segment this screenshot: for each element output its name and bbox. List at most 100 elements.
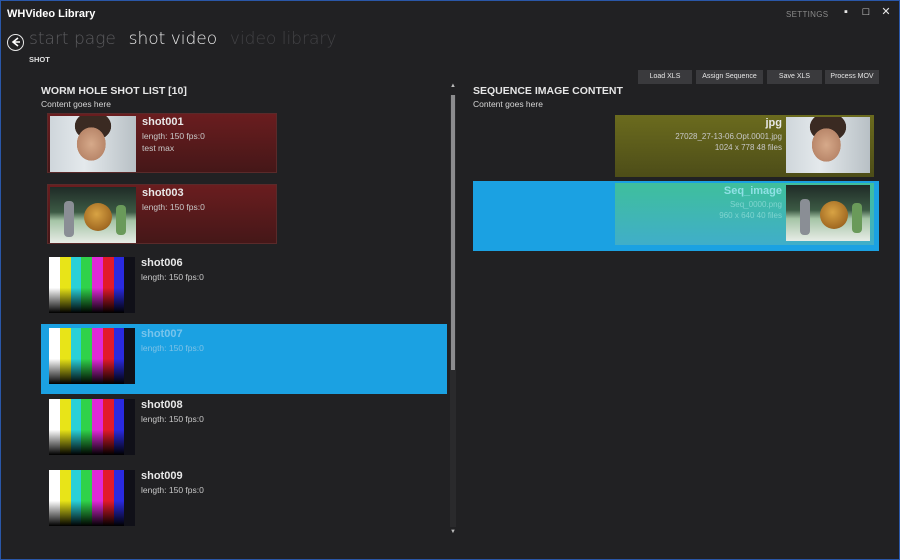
sequence-row[interactable]: jpg 27028_27-13-06.Opt.0001.jpg 1024 x 778… <box>473 113 879 183</box>
sequence-file: 27028_27-13-06.Opt.0001.jpg <box>675 132 782 141</box>
colorbar <box>113 328 125 384</box>
shot-thumbnail <box>49 470 135 526</box>
colorbar <box>124 470 135 526</box>
sequence-thumbnail <box>786 117 870 173</box>
breadcrumb: start page shot video video library <box>29 29 344 49</box>
shot-length: length: 150 fps:0 <box>142 131 205 141</box>
shot-name: shot007 <box>141 328 183 340</box>
colorbar <box>102 399 114 455</box>
colorbar <box>81 399 92 455</box>
colorbar <box>81 257 92 313</box>
shot-card[interactable]: shot007 length: 150 fps:0 <box>47 326 277 386</box>
shot-row[interactable]: shot001 length: 150 fps:0 test max <box>41 113 447 181</box>
shot-thumbnail <box>50 116 136 172</box>
scene-rabbit <box>800 199 810 235</box>
shot-name: shot009 <box>141 470 183 482</box>
shot-card[interactable]: shot009 length: 150 fps:0 <box>47 468 277 528</box>
colorbar <box>70 470 82 526</box>
shot-thumbnail <box>50 187 136 243</box>
shot-meta: length: 150 fps:0 <box>141 342 204 354</box>
shot-row[interactable]: shot009 length: 150 fps:0 <box>41 466 447 536</box>
colorbar <box>102 257 114 313</box>
shot-meta: length: 150 fps:0 test max <box>142 130 205 154</box>
close-icon[interactable]: ✕ <box>881 6 891 18</box>
shot-card[interactable]: shot001 length: 150 fps:0 test max <box>47 113 277 173</box>
shot-row[interactable]: shot007 length: 150 fps:0 <box>41 324 447 394</box>
colorbar <box>49 328 60 384</box>
shot-note: test max <box>142 143 175 153</box>
shot-card[interactable]: shot008 length: 150 fps:0 <box>47 397 277 457</box>
maximize-icon[interactable]: □ <box>862 6 870 18</box>
shot-thumbnail <box>49 328 135 384</box>
colorbar <box>124 257 135 313</box>
shot-meta: length: 150 fps:0 <box>141 271 204 283</box>
colorbar <box>113 257 125 313</box>
colorbar <box>81 328 92 384</box>
scene-frog <box>852 203 862 233</box>
colorbar <box>92 257 103 313</box>
process-mov-button[interactable]: Process MOV <box>825 70 879 84</box>
colorbar <box>124 328 135 384</box>
scroll-up-icon[interactable]: ▲ <box>450 83 456 89</box>
colorbar <box>70 257 82 313</box>
colorbars-thumbnail <box>49 470 135 526</box>
colorbar <box>49 399 60 455</box>
scene-shell <box>84 203 112 231</box>
shot-row[interactable]: shot003 length: 150 fps:0 <box>41 182 447 252</box>
crumb-start-page[interactable]: start page <box>29 29 116 49</box>
sequence-card[interactable]: jpg 27028_27-13-06.Opt.0001.jpg 1024 x 778… <box>615 115 874 177</box>
sequence-name: Seq_image <box>723 185 782 197</box>
shot-list: shot001 length: 150 fps:0 test max shot003 l… <box>41 113 447 539</box>
colorbar <box>92 399 103 455</box>
crumb-shot-video[interactable]: shot video <box>128 29 218 49</box>
shot-name: shot008 <box>141 399 183 411</box>
shot-list-title: WORM HOLE SHOT LIST [10] <box>41 85 187 97</box>
sequence-subtitle: Content goes here <box>473 99 543 109</box>
shot-meta: length: 150 fps:0 <box>142 201 205 213</box>
shot-name: shot006 <box>141 257 183 269</box>
shot-length: length: 150 fps:0 <box>141 485 204 495</box>
sequence-info: 1024 x 778 48 files <box>714 143 782 152</box>
settings-link[interactable]: SETTINGS <box>786 10 829 19</box>
sequence-meta: Seq_0000.png 960 x 640 40 files <box>719 199 782 221</box>
shot-length: length: 150 fps:0 <box>141 272 204 282</box>
scroll-down-icon[interactable]: ▼ <box>450 529 456 535</box>
scene-thumbnail <box>50 187 136 243</box>
sequence-card[interactable]: Seq_image Seq_0000.png 960 x 640 40 files <box>615 183 874 245</box>
shot-row[interactable]: shot006 length: 150 fps:0 <box>41 253 447 323</box>
shot-list-subtitle: Content goes here <box>41 99 111 109</box>
colorbar <box>59 328 71 384</box>
colorbar <box>102 328 114 384</box>
colorbar <box>49 257 60 313</box>
colorbars-thumbnail <box>49 399 135 455</box>
face-thumbnail <box>786 117 870 173</box>
shot-thumbnail <box>49 257 135 313</box>
shot-name: shot003 <box>142 187 184 199</box>
shot-length: length: 150 fps:0 <box>141 414 204 424</box>
assign-sequence-button[interactable]: Assign Sequence <box>696 70 763 84</box>
back-arrow-icon[interactable] <box>7 34 24 51</box>
shot-length: length: 150 fps:0 <box>142 202 205 212</box>
shot-card[interactable]: shot003 length: 150 fps:0 <box>47 184 277 244</box>
colorbars-thumbnail <box>49 328 135 384</box>
scroll-thumb[interactable] <box>451 95 455 370</box>
colorbars-thumbnail <box>49 257 135 313</box>
title-bar: WHVideo Library SETTINGS ▪ □ ✕ <box>1 1 899 29</box>
colorbar <box>70 328 82 384</box>
sequence-row[interactable]: Seq_image Seq_0000.png 960 x 640 40 files <box>473 181 879 251</box>
crumb-video-library[interactable]: video library <box>229 29 337 49</box>
save-xls-button[interactable]: Save XLS <box>767 70 822 84</box>
load-xls-button[interactable]: Load XLS <box>638 70 692 84</box>
shot-row[interactable]: shot008 length: 150 fps:0 <box>41 395 447 465</box>
sequence-info: 960 x 640 40 files <box>719 211 782 220</box>
minimize-icon[interactable]: ▪ <box>844 6 848 18</box>
scene-shell <box>820 201 848 229</box>
shot-list-scrollbar[interactable]: ▲ ▼ <box>447 83 459 539</box>
sequence-file: Seq_0000.png <box>729 200 782 209</box>
scene-rabbit <box>64 201 74 237</box>
shot-card[interactable]: shot006 length: 150 fps:0 <box>47 255 277 315</box>
colorbar <box>59 470 71 526</box>
app-title: WHVideo Library <box>7 8 96 20</box>
shot-thumbnail <box>49 399 135 455</box>
